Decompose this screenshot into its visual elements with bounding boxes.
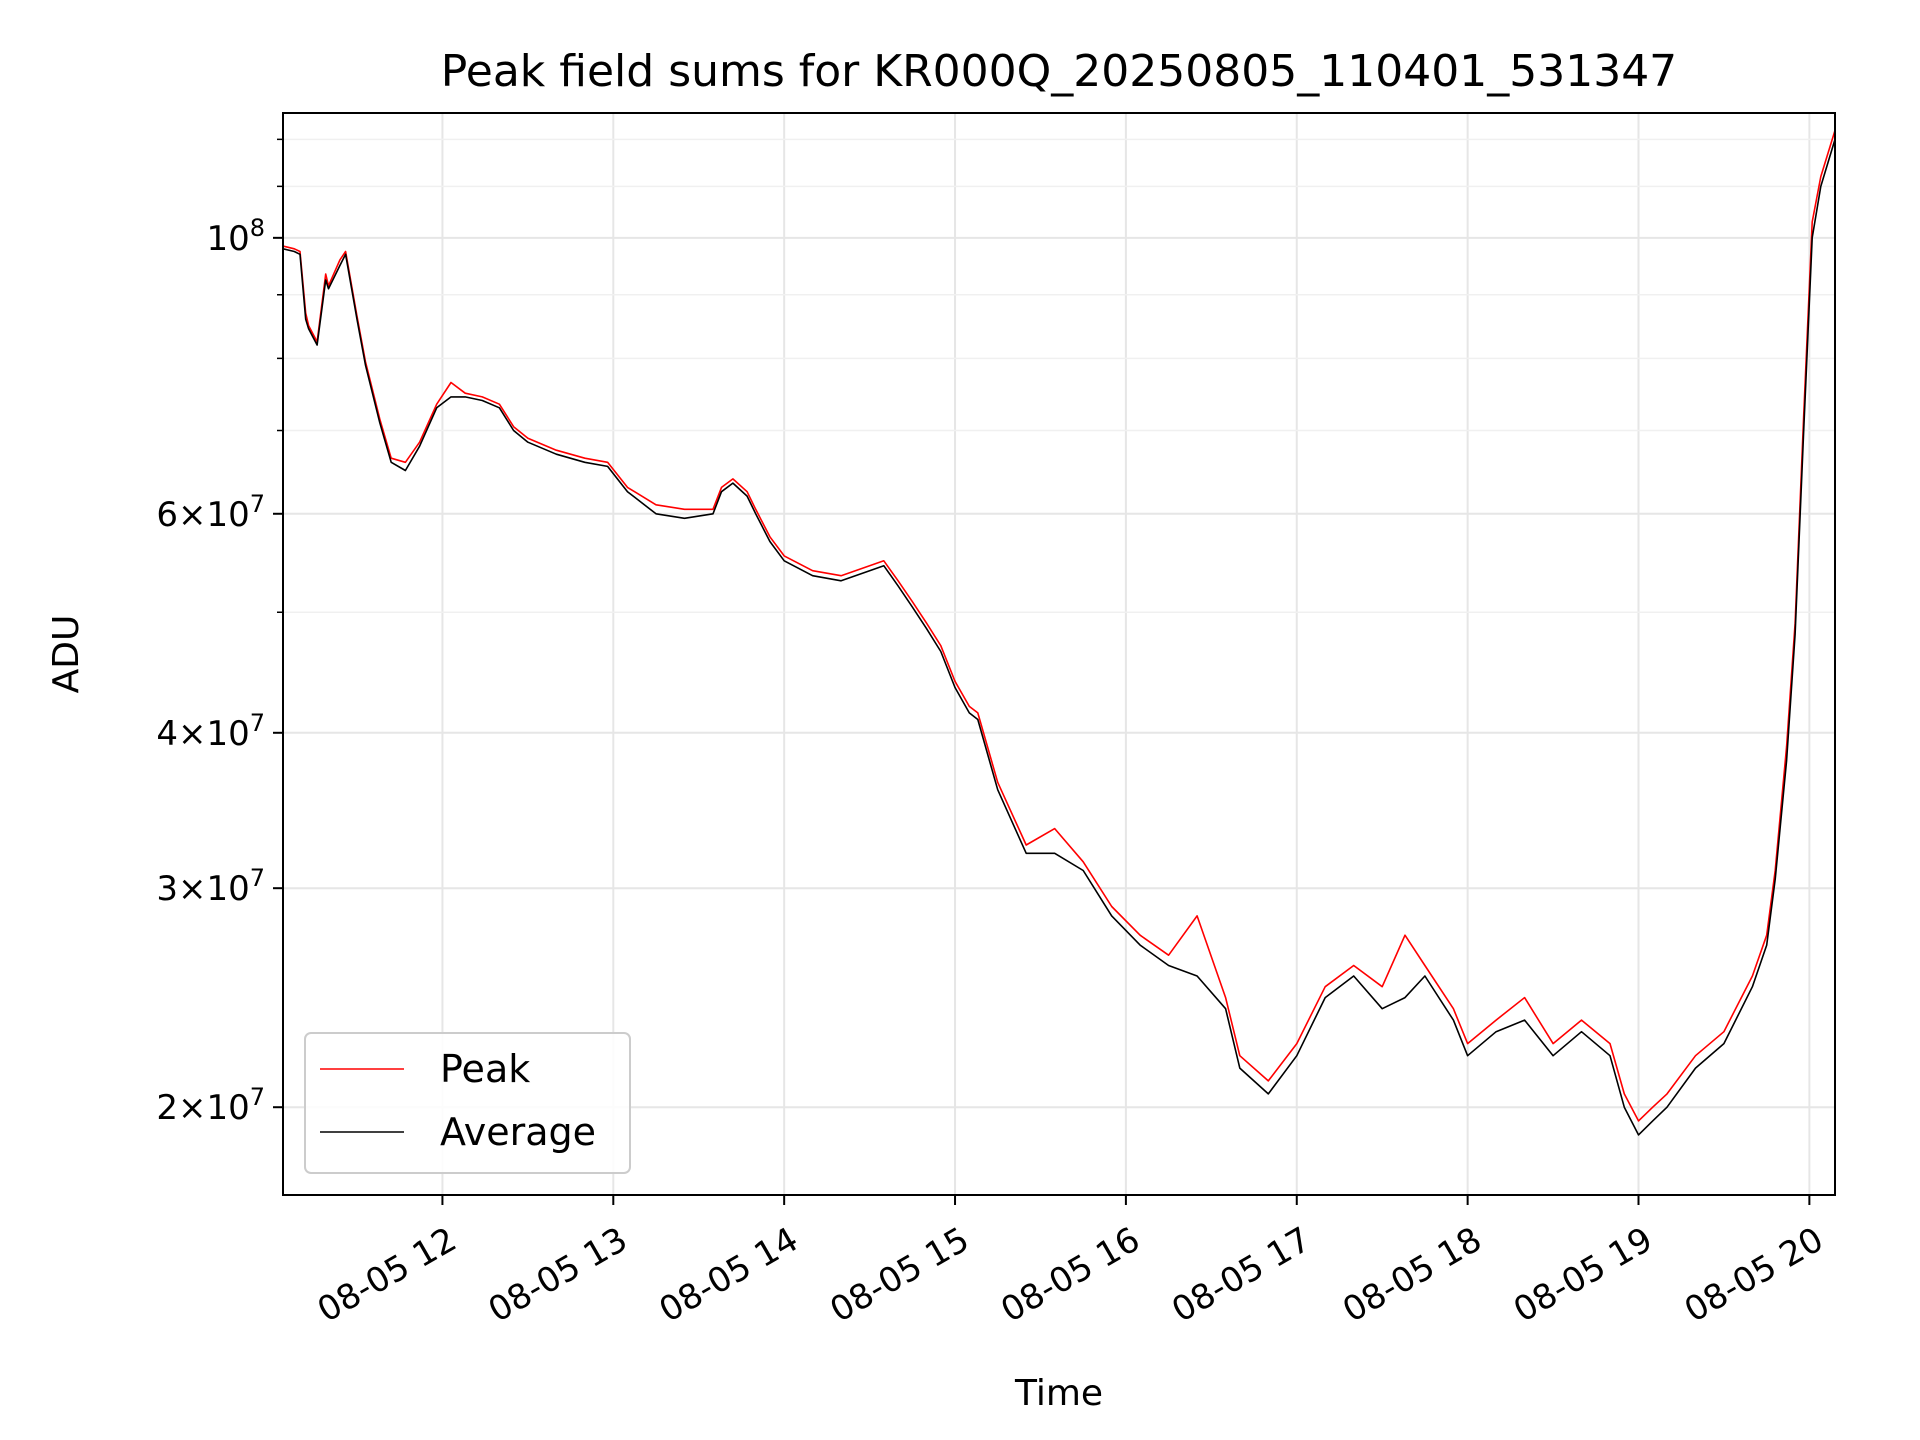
legend-box	[304, 1032, 631, 1174]
y-tick-label: 4×107	[156, 709, 265, 754]
plot-series	[283, 130, 1835, 1136]
x-axis-label: Time	[1014, 1373, 1103, 1414]
y-tick-label: 108	[206, 214, 265, 259]
chart-title: Peak field sums for KR000Q_20250805_1104…	[441, 46, 1677, 97]
y-tick-label: 2×107	[156, 1083, 265, 1128]
legend: Peak Average	[304, 1032, 631, 1174]
y-axis-label: ADU	[46, 615, 87, 694]
series-line-average	[283, 139, 1835, 1136]
plot-frame	[282, 112, 1836, 1196]
legend-label-average: Average	[440, 1110, 596, 1154]
legend-label-peak: Peak	[440, 1047, 530, 1091]
y-tick-label: 3×107	[156, 864, 265, 909]
y-tick-label: 6×107	[156, 490, 265, 535]
series-line-peak	[283, 130, 1835, 1122]
